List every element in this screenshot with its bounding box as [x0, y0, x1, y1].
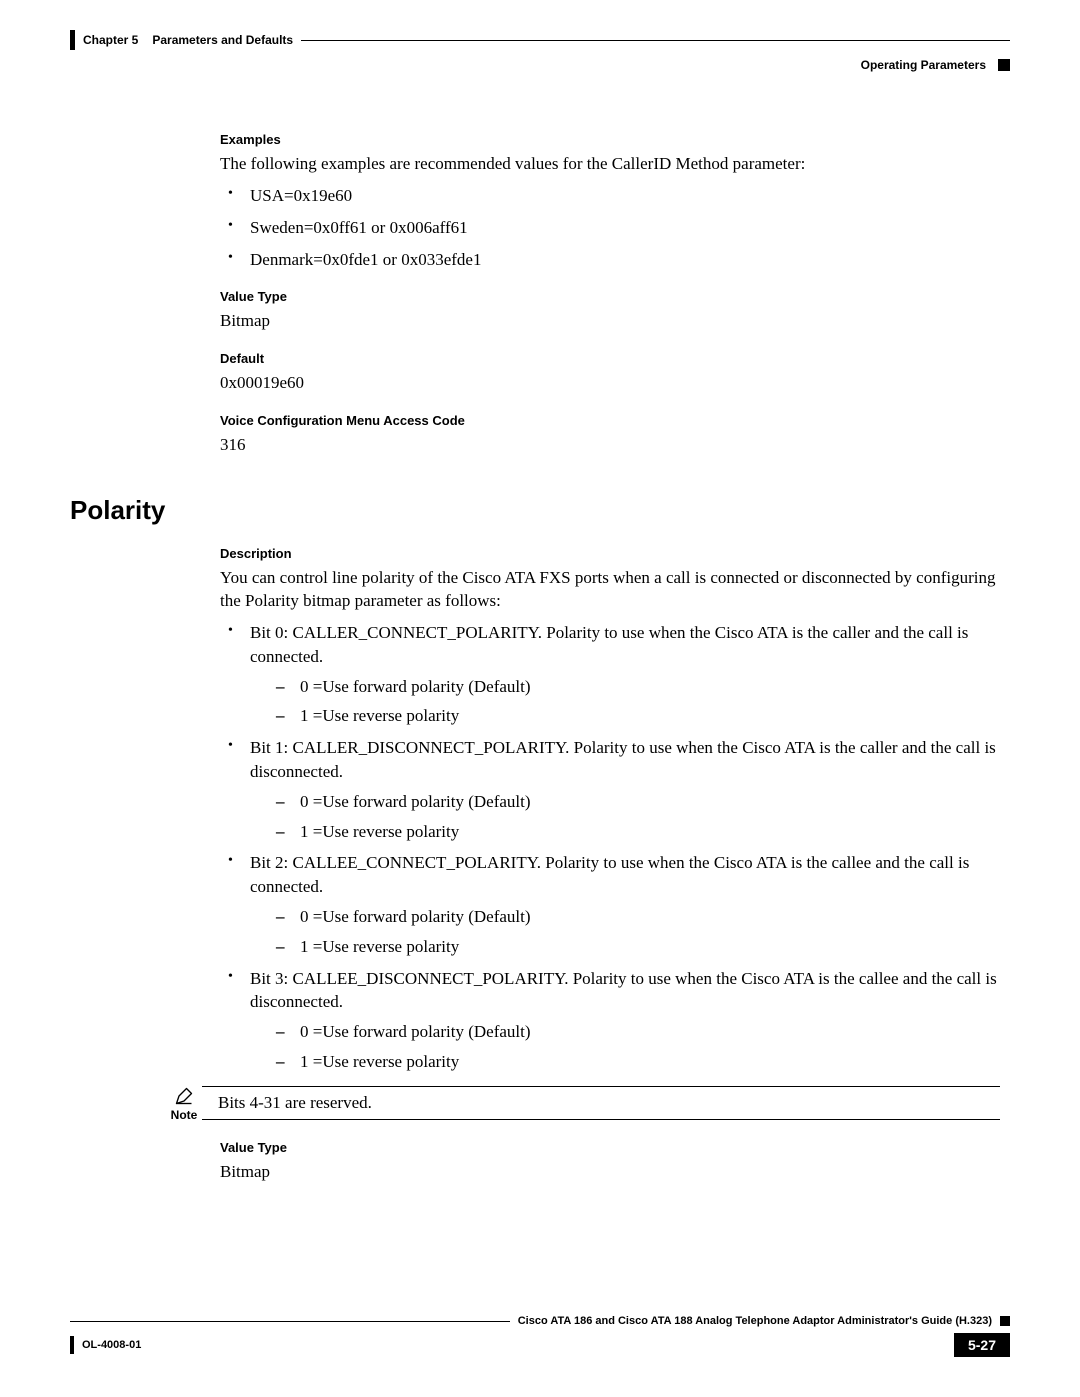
- note-text: Bits 4-31 are reserved.: [202, 1086, 1000, 1120]
- voice-menu-label: Voice Configuration Menu Access Code: [220, 413, 1000, 428]
- description-text: You can control line polarity of the Cis…: [220, 567, 1000, 613]
- list-item: Sweden=0x0ff61 or 0x006aff61: [220, 216, 1000, 240]
- document-page: Chapter 5 Parameters and Defaults Operat…: [0, 0, 1080, 1397]
- bit-title: Bit 1: CALLER_DISCONNECT_POLARITY. Polar…: [250, 738, 996, 781]
- footer-rule-row: Cisco ATA 186 and Cisco ATA 188 Analog T…: [70, 1315, 1010, 1327]
- list-item: 1 =Use reverse polarity: [272, 935, 1000, 959]
- examples-label: Examples: [220, 132, 1000, 147]
- default-label: Default: [220, 351, 1000, 366]
- list-item: 1 =Use reverse polarity: [272, 704, 1000, 728]
- footer-guide-text: Cisco ATA 186 and Cisco ATA 188 Analog T…: [518, 1315, 992, 1327]
- note-icon-column: Note: [166, 1086, 202, 1122]
- bit-options: 0 =Use forward polarity (Default) 1 =Use…: [272, 905, 1000, 959]
- note-label: Note: [171, 1108, 198, 1122]
- list-item: 0 =Use forward polarity (Default): [272, 1020, 1000, 1044]
- footer-docid: OL-4008-01: [82, 1339, 141, 1351]
- square-mark-icon: [998, 59, 1010, 71]
- polarity-heading: Polarity: [70, 495, 1010, 526]
- polarity-section: Polarity Description You can control lin…: [70, 495, 1010, 1184]
- list-item: 1 =Use reverse polarity: [272, 1050, 1000, 1074]
- header-left-mark-icon: [70, 30, 75, 50]
- list-item: Bit 3: CALLEE_DISCONNECT_POLARITY. Polar…: [220, 967, 1000, 1074]
- bit-title: Bit 2: CALLEE_CONNECT_POLARITY. Polarity…: [250, 853, 969, 896]
- bit-title: Bit 3: CALLEE_DISCONNECT_POLARITY. Polar…: [250, 969, 997, 1012]
- page-number: 5-27: [954, 1333, 1010, 1357]
- footer-rule-icon: [70, 1321, 510, 1322]
- list-item: Bit 1: CALLER_DISCONNECT_POLARITY. Polar…: [220, 736, 1000, 843]
- list-item: Denmark=0x0fde1 or 0x033efde1: [220, 248, 1000, 272]
- page-footer: Cisco ATA 186 and Cisco ATA 188 Analog T…: [70, 1315, 1010, 1357]
- voice-menu-code: 316: [220, 434, 1000, 457]
- examples-list: USA=0x19e60 Sweden=0x0ff61 or 0x006aff61…: [220, 184, 1000, 271]
- value-type-label: Value Type: [220, 289, 1000, 304]
- list-item: USA=0x19e60: [220, 184, 1000, 208]
- value-type-text: Bitmap: [220, 310, 1000, 333]
- value-type-text: Bitmap: [220, 1161, 1000, 1184]
- subheader-row: Operating Parameters: [70, 58, 1010, 72]
- pencil-icon: [174, 1086, 194, 1106]
- list-item: Bit 2: CALLEE_CONNECT_POLARITY. Polarity…: [220, 851, 1000, 958]
- polarity-content: Description You can control line polarit…: [220, 546, 1000, 1184]
- bit-options: 0 =Use forward polarity (Default) 1 =Use…: [272, 790, 1000, 844]
- list-item: 0 =Use forward polarity (Default): [272, 675, 1000, 699]
- footer-square-icon: [1000, 1316, 1010, 1326]
- page-header: Chapter 5 Parameters and Defaults: [70, 30, 1010, 50]
- examples-intro: The following examples are recommended v…: [220, 153, 1000, 176]
- list-item: 0 =Use forward polarity (Default): [272, 790, 1000, 814]
- header-rule-icon: [301, 40, 1010, 41]
- list-item: 1 =Use reverse polarity: [272, 820, 1000, 844]
- bit-options: 0 =Use forward polarity (Default) 1 =Use…: [272, 1020, 1000, 1074]
- default-value: 0x00019e60: [220, 372, 1000, 395]
- subheader-text: Operating Parameters: [861, 58, 986, 72]
- chapter-label: Chapter 5: [83, 33, 138, 47]
- list-item: Bit 0: CALLER_CONNECT_POLARITY. Polarity…: [220, 621, 1000, 728]
- value-type-label: Value Type: [220, 1140, 1000, 1155]
- bit-title: Bit 0: CALLER_CONNECT_POLARITY. Polarity…: [250, 623, 968, 666]
- footer-left-mark-icon: [70, 1336, 74, 1354]
- bits-list: Bit 0: CALLER_CONNECT_POLARITY. Polarity…: [220, 621, 1000, 1074]
- note-block: Note Bits 4-31 are reserved.: [166, 1086, 1000, 1122]
- callerid-block: Examples The following examples are reco…: [220, 132, 1000, 457]
- description-label: Description: [220, 546, 1000, 561]
- list-item: 0 =Use forward polarity (Default): [272, 905, 1000, 929]
- footer-left: OL-4008-01: [70, 1336, 141, 1354]
- footer-bottom: OL-4008-01 5-27: [70, 1333, 1010, 1357]
- bit-options: 0 =Use forward polarity (Default) 1 =Use…: [272, 675, 1000, 729]
- chapter-title: Parameters and Defaults: [152, 33, 293, 47]
